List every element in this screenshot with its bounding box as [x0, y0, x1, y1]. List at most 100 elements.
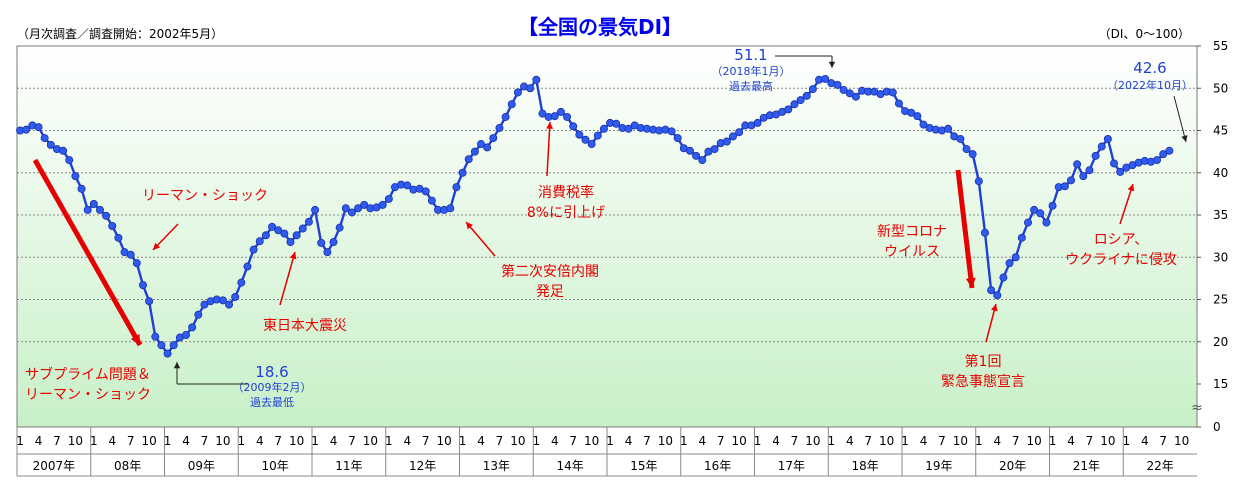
subprime-arrow-shaft [32, 158, 143, 347]
data-point [1091, 151, 1100, 160]
data-point [218, 296, 227, 305]
data-point [126, 250, 135, 259]
data-point [261, 231, 270, 240]
data-point [1097, 142, 1106, 151]
x-month-label: 7 [1159, 434, 1167, 448]
x-month-label: 4 [330, 434, 338, 448]
data-point [1030, 205, 1039, 214]
data-point [384, 194, 393, 203]
data-point [182, 330, 191, 339]
x-month-label: 10 [215, 434, 230, 448]
x-year-label: 14年 [556, 459, 583, 473]
quake-arrow-head [289, 252, 297, 260]
lehman-label: リーマン・ショック [142, 188, 268, 204]
data-point [1116, 167, 1125, 176]
data-point [151, 332, 160, 341]
emergency-arrow-head [991, 304, 998, 312]
data-point [495, 123, 504, 132]
x-year-label: 19年 [925, 459, 952, 473]
data-point [22, 125, 31, 134]
covid-arrow-head [965, 277, 976, 288]
data-point [587, 140, 596, 149]
x-month-label: 1 [901, 434, 909, 448]
min-arrow-head [173, 362, 181, 369]
data-point [145, 297, 154, 306]
data-point [1011, 253, 1020, 262]
russia-label-2: ウクライナに侵攻 [1065, 251, 1177, 268]
x-month-label: 1 [606, 434, 614, 448]
min-value-label: 18.6 [255, 363, 288, 381]
data-point [753, 118, 762, 127]
x-month-label: 10 [141, 434, 156, 448]
data-point [1023, 218, 1032, 227]
x-month-label: 7 [496, 434, 504, 448]
data-point [1048, 201, 1057, 210]
tax-label-2: 8%に引上げ [527, 205, 605, 221]
quake-label: 東日本大震災 [263, 318, 347, 334]
data-point [477, 140, 486, 149]
data-point [685, 146, 694, 155]
x-month-label: 10 [879, 434, 894, 448]
data-point [83, 205, 92, 214]
x-month-label: 1 [828, 434, 836, 448]
data-point [501, 112, 510, 121]
data-point [71, 172, 80, 181]
x-month-label: 7 [348, 434, 356, 448]
x-month-label: 4 [1067, 434, 1075, 448]
data-point [378, 200, 387, 209]
data-point [526, 84, 535, 93]
data-point [851, 92, 860, 101]
y-tick-label: 0 [1213, 420, 1221, 434]
data-point [980, 228, 989, 237]
data-point [974, 177, 983, 186]
data-point [89, 200, 98, 209]
data-point [268, 222, 277, 231]
data-point [532, 75, 541, 84]
data-point [335, 223, 344, 232]
x-month-label: 7 [1012, 434, 1020, 448]
data-point [507, 100, 516, 109]
latest-value-label: 42.6 [1133, 59, 1166, 77]
x-year-label: 17年 [778, 459, 805, 473]
data-point [1085, 166, 1094, 175]
data-point [1017, 233, 1026, 242]
tax-arrow-head [546, 122, 554, 129]
x-month-label: 4 [625, 434, 633, 448]
y-tick-label: 55 [1213, 39, 1228, 53]
x-month-label: 4 [403, 434, 411, 448]
data-point [77, 184, 86, 193]
data-point [421, 187, 430, 196]
x-month-label: 1 [754, 434, 762, 448]
data-point [157, 341, 166, 350]
x-month-label: 1 [311, 434, 319, 448]
data-point [403, 181, 412, 190]
latest-arrow-head [1181, 135, 1188, 142]
y-tick-label: 35 [1213, 208, 1228, 222]
data-point [59, 146, 68, 155]
data-point [169, 341, 178, 350]
data-point [470, 147, 479, 156]
data-point [667, 127, 676, 136]
data-point [132, 259, 141, 268]
x-month-label: 10 [1026, 434, 1041, 448]
data-point [34, 123, 43, 132]
data-point [280, 229, 289, 238]
x-month-label: 1 [90, 434, 98, 448]
russia-arrow-head [1127, 184, 1135, 192]
data-point [329, 238, 338, 247]
data-point [728, 132, 737, 141]
x-year-label: 20年 [999, 459, 1026, 473]
data-point [347, 208, 356, 217]
subprime-arrow-head [130, 334, 140, 345]
data-point [556, 107, 565, 116]
data-point [237, 278, 246, 287]
data-point [1165, 146, 1174, 155]
x-year-label: 15年 [630, 459, 657, 473]
data-point [513, 88, 522, 97]
data-point [464, 155, 473, 164]
x-month-label: 4 [477, 434, 485, 448]
data-point [188, 323, 197, 332]
data-point [1073, 160, 1082, 169]
x-month-label: 4 [35, 434, 43, 448]
